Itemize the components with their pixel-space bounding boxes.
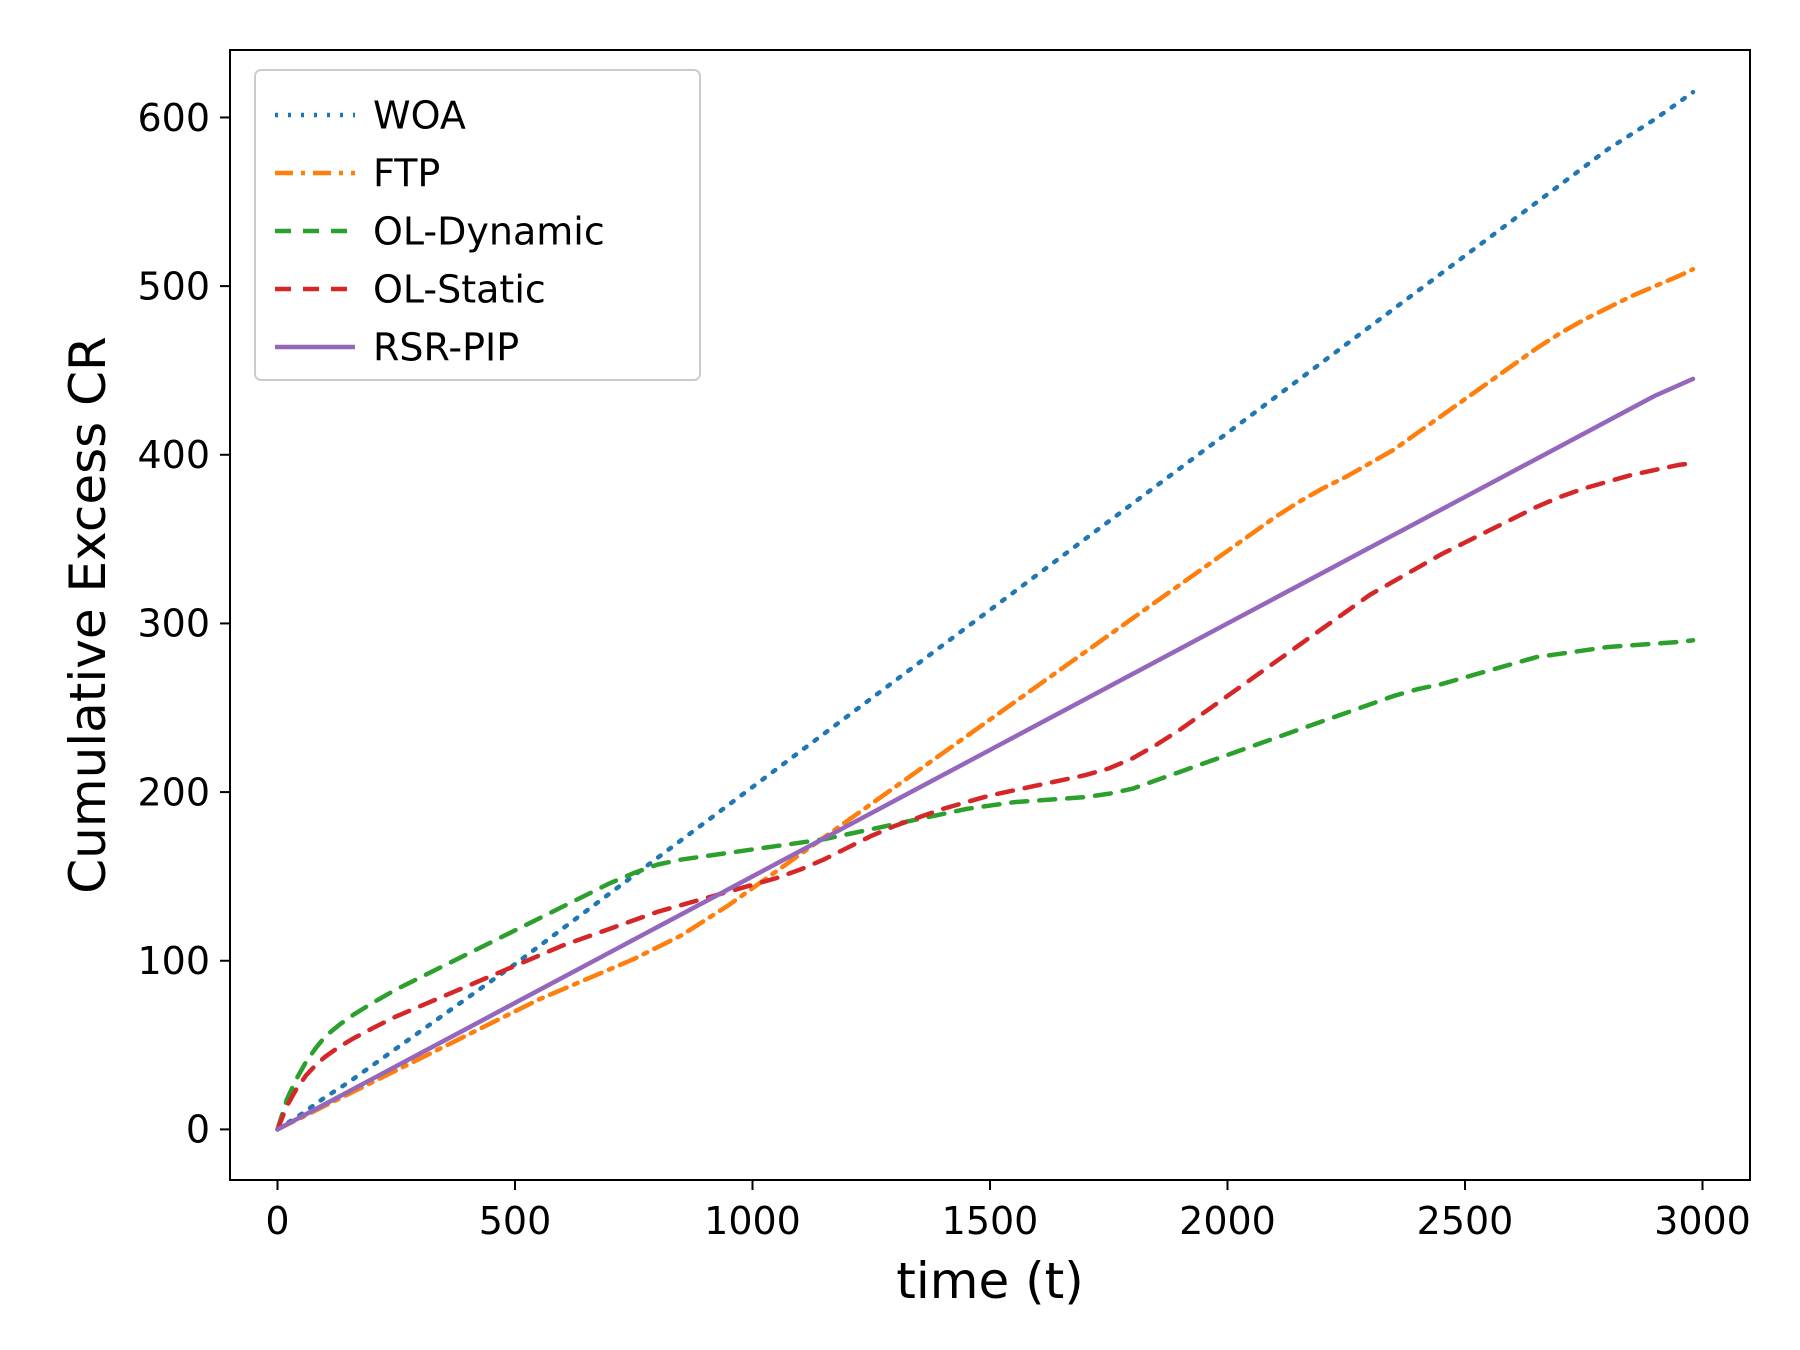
xtick-label: 1500 bbox=[942, 1199, 1039, 1243]
legend-label: OL-Dynamic bbox=[373, 209, 605, 253]
ytick-label: 0 bbox=[186, 1108, 210, 1152]
ytick-label: 600 bbox=[137, 96, 210, 140]
ytick-label: 500 bbox=[137, 264, 210, 308]
legend-label: RSR-PIP bbox=[373, 325, 519, 369]
ytick-label: 100 bbox=[137, 939, 210, 983]
legend-label: WOA bbox=[373, 93, 466, 137]
xtick-label: 2500 bbox=[1417, 1199, 1514, 1243]
legend: WOA FTP OL-Dynamic OL-Static RSR-PIP bbox=[255, 70, 700, 380]
xtick-label: 3000 bbox=[1654, 1199, 1751, 1243]
ytick-label: 400 bbox=[137, 433, 210, 477]
x-axis-label: time (t) bbox=[896, 1252, 1083, 1310]
xtick-label: 2000 bbox=[1179, 1199, 1276, 1243]
legend-label: FTP bbox=[373, 151, 440, 195]
xtick-label: 500 bbox=[479, 1199, 552, 1243]
ytick-label: 200 bbox=[137, 770, 210, 814]
xtick-label: 1000 bbox=[704, 1199, 801, 1243]
line-chart: 0 500 1000 1500 2000 2500 3000 0 100 200 300 400 500… bbox=[0, 0, 1800, 1350]
xtick-label: 0 bbox=[265, 1199, 289, 1243]
y-axis-label: Cumulative Excess CR bbox=[59, 336, 117, 893]
chart-container: 0 500 1000 1500 2000 2500 3000 0 100 200 300 400 500… bbox=[0, 0, 1800, 1350]
ytick-label: 300 bbox=[137, 602, 210, 646]
legend-label: OL-Static bbox=[373, 267, 546, 311]
